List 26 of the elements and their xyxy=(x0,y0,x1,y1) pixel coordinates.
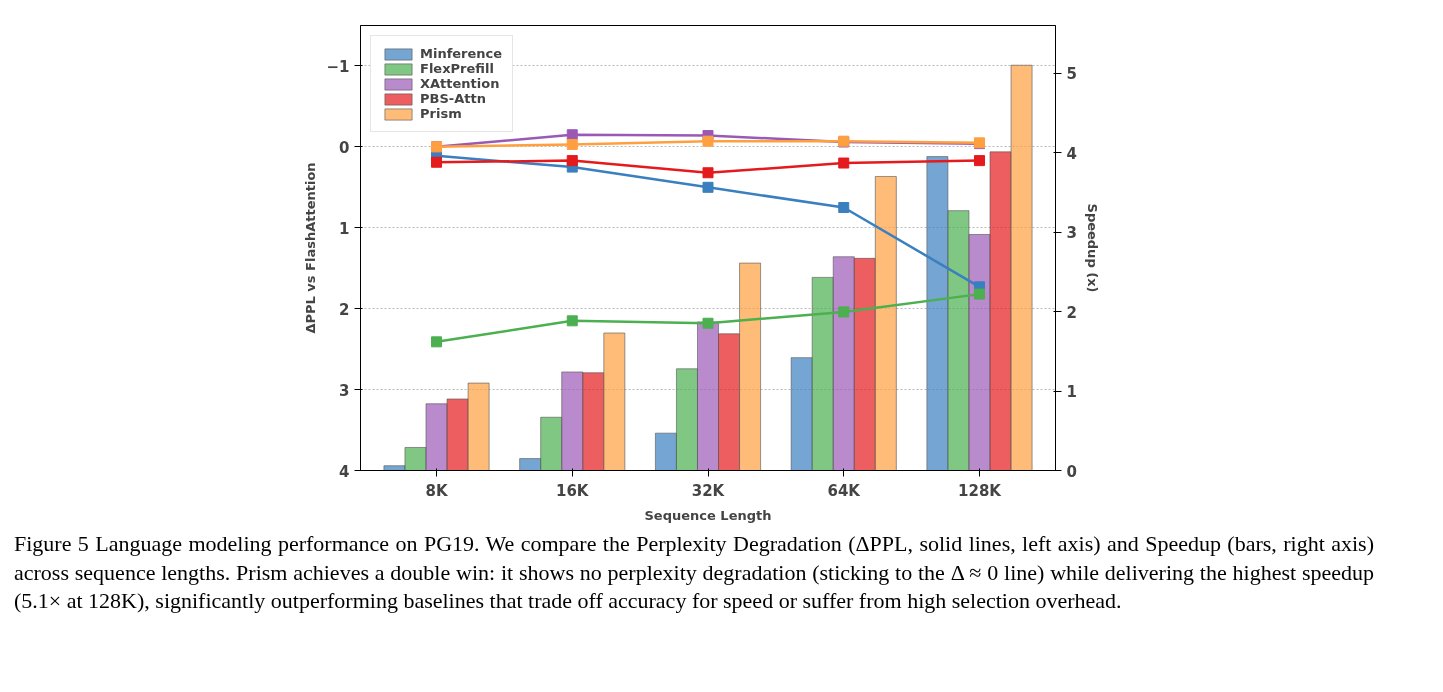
y-tick-label: 1 xyxy=(339,219,350,238)
y2-tick-label: 3 xyxy=(1066,224,1077,243)
legend-label: Prism xyxy=(420,106,462,121)
legend-label: XAttention xyxy=(420,76,500,91)
y2-tick-label: 5 xyxy=(1066,65,1077,84)
x-tick-label: 8K xyxy=(425,481,449,500)
x-axis-title: Sequence Length xyxy=(644,507,772,523)
legend-label: FlexPrefill xyxy=(420,61,494,76)
y-tick-label: 2 xyxy=(339,300,350,319)
y2-tick-label: 1 xyxy=(1066,383,1077,402)
y-tick-label: −1 xyxy=(326,57,350,76)
legend-label: Minference xyxy=(420,46,503,61)
y2-tick-label: 2 xyxy=(1066,303,1077,322)
y-tick-label: 3 xyxy=(339,381,350,400)
caption: Figure 5 Language modeling performance on PG19. We compare the Perplexity Degradation (ΔPPL, solid lines, left axis) and Speedup (bars, right axis) across sequence lengths. Prism achieves a double win: it shows no perplexity degradation (sticking to the Δ ≈ 0 line) while delivering the highest speedup (5.1× at 128K), significantly outperforming baselines that trade off accuracy for speed or suffer from high selection overhead. xyxy=(14,530,1374,616)
x-tick-label: 16K xyxy=(556,481,590,500)
y-axis-title: ΔPPL vs FlashAttention xyxy=(303,162,319,334)
y2-tick-label: 0 xyxy=(1066,462,1077,481)
y2-tick-label: 4 xyxy=(1066,144,1077,163)
y-tick-label: 0 xyxy=(339,138,350,157)
y-tick-label: 4 xyxy=(339,462,350,481)
x-tick-label: 64K xyxy=(827,481,862,500)
y2-axis-title: Speedup (x) xyxy=(1084,203,1100,293)
x-tick-label: 128K xyxy=(958,481,1003,500)
legend-label: PBS-Attn xyxy=(420,91,486,106)
x-tick-label: 32K xyxy=(691,481,726,500)
